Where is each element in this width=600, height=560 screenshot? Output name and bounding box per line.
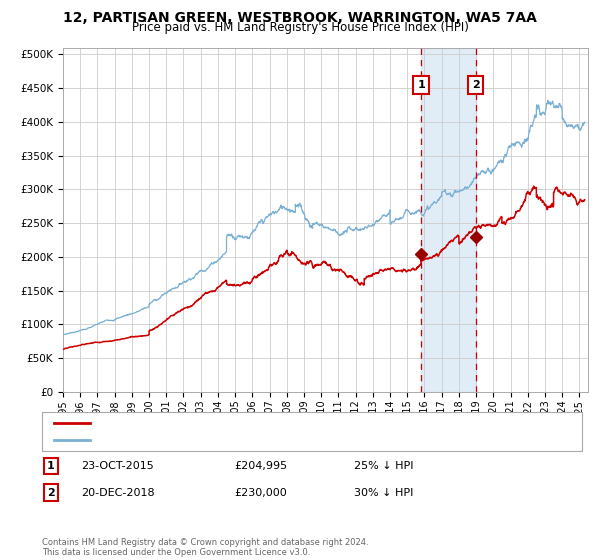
Bar	[421, 48, 476, 392]
Text: 2: 2	[47, 488, 55, 498]
Text: 25% ↓ HPI: 25% ↓ HPI	[354, 461, 413, 471]
Text: £204,995: £204,995	[234, 461, 287, 471]
Text: 20-DEC-2018: 20-DEC-2018	[81, 488, 155, 498]
Text: 23-OCT-2015: 23-OCT-2015	[81, 461, 154, 471]
Text: 1: 1	[47, 461, 55, 471]
Text: Price paid vs. HM Land Registry's House Price Index (HPI): Price paid vs. HM Land Registry's House …	[131, 21, 469, 34]
Text: 2: 2	[472, 80, 479, 90]
Text: 30% ↓ HPI: 30% ↓ HPI	[354, 488, 413, 498]
Text: 1: 1	[418, 80, 425, 90]
Text: HPI: Average price, detached house, Warrington: HPI: Average price, detached house, Warr…	[99, 435, 350, 445]
Text: Contains HM Land Registry data © Crown copyright and database right 2024.
This d: Contains HM Land Registry data © Crown c…	[42, 538, 368, 557]
Text: 12, PARTISAN GREEN, WESTBROOK, WARRINGTON, WA5 7AA: 12, PARTISAN GREEN, WESTBROOK, WARRINGTO…	[63, 11, 537, 25]
Text: £230,000: £230,000	[234, 488, 287, 498]
Text: 12, PARTISAN GREEN, WESTBROOK, WARRINGTON, WA5 7AA (detached house): 12, PARTISAN GREEN, WESTBROOK, WARRINGTO…	[99, 418, 509, 428]
